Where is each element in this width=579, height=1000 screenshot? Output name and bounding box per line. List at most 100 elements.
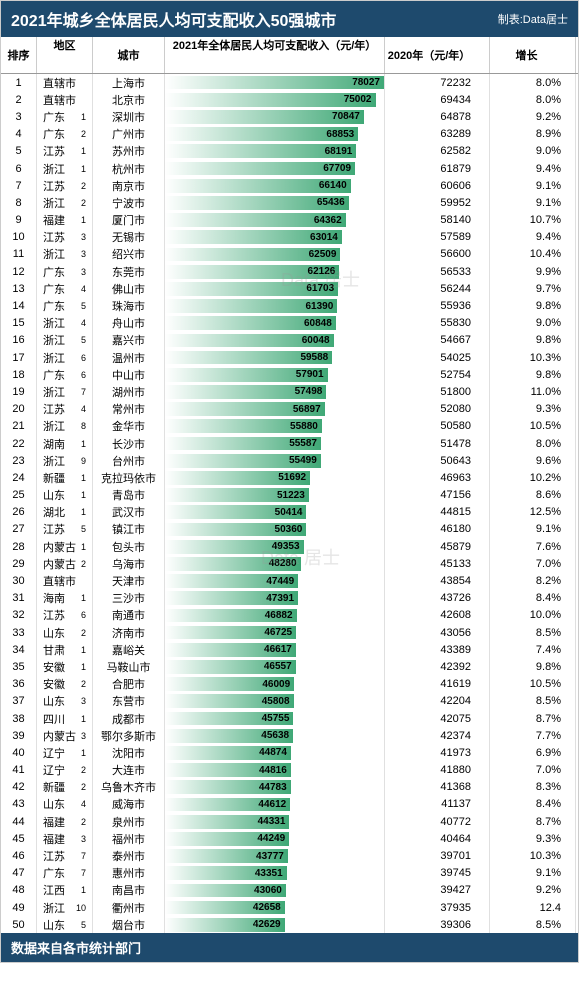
cell-bar: 66140 (165, 177, 385, 194)
bar-fill: 64362 (165, 213, 346, 227)
cell-rank: 49 (1, 899, 37, 916)
cell-city: 泰州市 (93, 847, 165, 864)
data-row: 29内蒙古2乌海市48280451337.0% (1, 555, 578, 572)
cell-city: 绍兴市 (93, 246, 165, 263)
bar-fill: 44249 (165, 832, 289, 846)
cell-rank: 6 (1, 160, 37, 177)
cell-rank: 47 (1, 865, 37, 882)
cell-bar: 44874 (165, 744, 385, 761)
cell-city: 克拉玛依市 (93, 469, 165, 486)
cell-region: 辽宁1 (37, 744, 93, 761)
data-row: 26湖北1武汉市504144481512.5% (1, 504, 578, 521)
cell-region: 直辖市 (37, 91, 93, 108)
cell-city: 泉州市 (93, 813, 165, 830)
cell-city: 南京市 (93, 177, 165, 194)
cell-bar: 60048 (165, 332, 385, 349)
cell-region: 山东3 (37, 693, 93, 710)
cell-2020: 55936 (385, 297, 490, 314)
bar-fill: 60048 (165, 334, 334, 348)
region-name: 浙江 (43, 315, 65, 331)
cell-2020: 58140 (385, 212, 490, 229)
cell-growth: 12.5% (490, 504, 576, 521)
cell-growth: 8.4% (490, 590, 576, 607)
cell-growth: 8.0% (490, 91, 576, 108)
data-row: 15浙江4舟山市60848558309.0% (1, 315, 578, 332)
cell-bar: 44612 (165, 796, 385, 813)
region-index: 1 (81, 439, 86, 449)
cell-2020: 42392 (385, 658, 490, 675)
region-index: 1 (81, 645, 86, 655)
data-row: 47广东7惠州市43351397459.1% (1, 865, 578, 882)
cell-2020: 40464 (385, 830, 490, 847)
bar-fill: 43060 (165, 884, 286, 898)
region-name: 安徽 (43, 676, 65, 692)
cell-growth: 7.7% (490, 727, 576, 744)
cell-rank: 21 (1, 418, 37, 435)
region-index: 3 (81, 232, 86, 242)
cell-growth: 9.8% (490, 332, 576, 349)
bar-fill: 46882 (165, 609, 297, 623)
region-name: 浙江 (43, 418, 65, 434)
cell-2020: 57589 (385, 229, 490, 246)
cell-bar: 62126 (165, 263, 385, 280)
cell-rank: 37 (1, 693, 37, 710)
data-row: 44福建2泉州市44331407728.7% (1, 813, 578, 830)
cell-region: 海南1 (37, 590, 93, 607)
cell-region: 江苏6 (37, 607, 93, 624)
cell-rank: 11 (1, 246, 37, 263)
region-name: 江苏 (43, 607, 65, 623)
cell-bar: 46725 (165, 624, 385, 641)
region-name: 海南 (43, 590, 65, 606)
cell-city: 乌鲁木齐市 (93, 779, 165, 796)
region-name: 安徽 (43, 659, 65, 675)
region-index: 2 (81, 679, 86, 689)
cell-city: 嘉兴市 (93, 332, 165, 349)
cell-bar: 43777 (165, 847, 385, 864)
cell-region: 江西1 (37, 882, 93, 899)
region-index: 1 (81, 714, 86, 724)
cell-bar: 55880 (165, 418, 385, 435)
cell-bar: 65436 (165, 194, 385, 211)
bar-fill: 56897 (165, 402, 325, 416)
data-row: 33山东2济南市46725430568.5% (1, 624, 578, 641)
cell-bar: 45808 (165, 693, 385, 710)
cell-growth: 9.1% (490, 177, 576, 194)
bar-fill: 51223 (165, 488, 309, 502)
cell-region: 安徽1 (37, 658, 93, 675)
cell-bar: 62509 (165, 246, 385, 263)
region-name: 浙江 (43, 384, 65, 400)
data-row: 19浙江7湖州市574985180011.0% (1, 383, 578, 400)
cell-region: 新疆1 (37, 469, 93, 486)
cell-2020: 41973 (385, 744, 490, 761)
cell-growth: 8.9% (490, 126, 576, 143)
bar-fill: 42658 (165, 901, 285, 915)
region-index: 5 (81, 301, 86, 311)
bar-fill: 43777 (165, 849, 288, 863)
bar-fill: 46725 (165, 626, 296, 640)
cell-bar: 45638 (165, 727, 385, 744)
region-index: 1 (81, 473, 86, 483)
cell-2020: 37935 (385, 899, 490, 916)
cell-2020: 39701 (385, 847, 490, 864)
cell-bar: 46617 (165, 641, 385, 658)
region-index: 3 (81, 267, 86, 277)
bar-fill: 47391 (165, 591, 298, 605)
data-row: 21浙江8金华市558805058010.5% (1, 418, 578, 435)
cell-city: 南昌市 (93, 882, 165, 899)
region-name: 内蒙古 (43, 539, 76, 555)
cell-2020: 43389 (385, 641, 490, 658)
header-rank: 排序 (1, 37, 37, 73)
cell-city: 佛山市 (93, 280, 165, 297)
region-name: 新疆 (43, 779, 65, 795)
cell-region: 江苏3 (37, 229, 93, 246)
cell-region: 广东4 (37, 280, 93, 297)
bar-fill: 60848 (165, 316, 336, 330)
data-row: 36安徽2合肥市460094161910.5% (1, 676, 578, 693)
data-row: 45福建3福州市44249404649.3% (1, 830, 578, 847)
cell-region: 福建2 (37, 813, 93, 830)
cell-bar: 59588 (165, 349, 385, 366)
region-name: 江西 (43, 882, 65, 898)
data-row: 46江苏7泰州市437773970110.3% (1, 847, 578, 864)
cell-2020: 42608 (385, 607, 490, 624)
cell-growth: 9.4% (490, 160, 576, 177)
